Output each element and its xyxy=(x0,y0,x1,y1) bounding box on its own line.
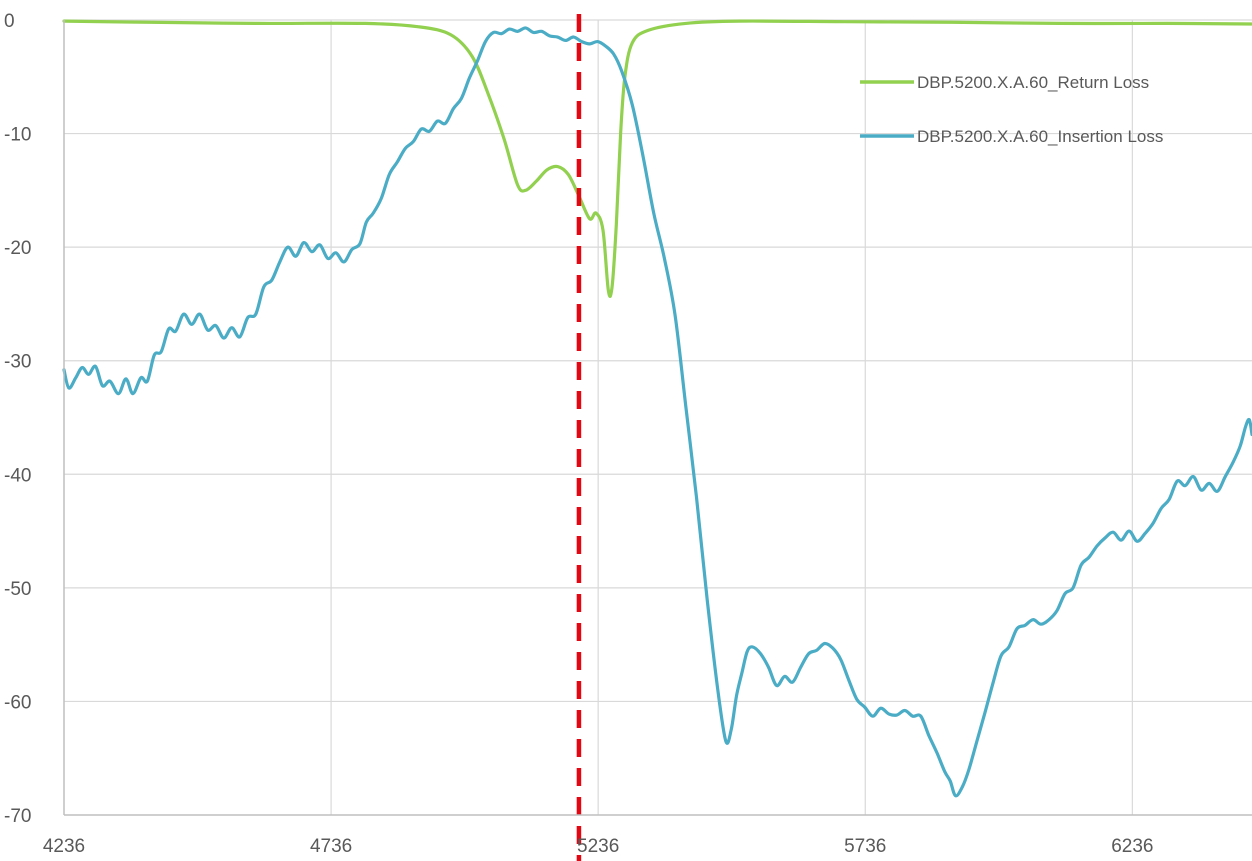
series-line-insertion-loss xyxy=(62,26,1252,798)
y-tick-label: 0 xyxy=(4,11,15,32)
x-tick-label: 4236 xyxy=(43,836,85,857)
y-tick-label: -30 xyxy=(4,352,31,373)
y-axis: 0 -10 -20 -30 -40 -50 -60 -70 xyxy=(4,11,65,827)
legend-label: DBP.5200.X.A.60_Return Loss xyxy=(917,73,1149,92)
legend-label: DBP.5200.X.A.60_Insertion Loss xyxy=(917,127,1163,146)
x-tick-label: 6236 xyxy=(1111,836,1153,857)
x-tick-label: 5236 xyxy=(577,836,619,857)
y-tick-label: -10 xyxy=(4,125,31,146)
x-axis: 4236 4736 5236 5736 6236 xyxy=(43,814,1252,857)
y-tick-label: -20 xyxy=(4,238,31,259)
y-tick-label: -50 xyxy=(4,579,31,600)
legend: DBP.5200.X.A.60_Return Loss DBP.5200.X.A.… xyxy=(860,73,1163,146)
y-tick-label: -40 xyxy=(4,465,31,486)
x-tick-label: 4736 xyxy=(310,836,352,857)
y-tick-label: -70 xyxy=(4,806,31,827)
series-layer xyxy=(62,19,1252,798)
y-tick-label: -60 xyxy=(4,692,31,713)
grid xyxy=(64,19,1252,815)
x-tick-label: 5736 xyxy=(844,836,886,857)
series-line-return-loss xyxy=(62,19,1252,298)
